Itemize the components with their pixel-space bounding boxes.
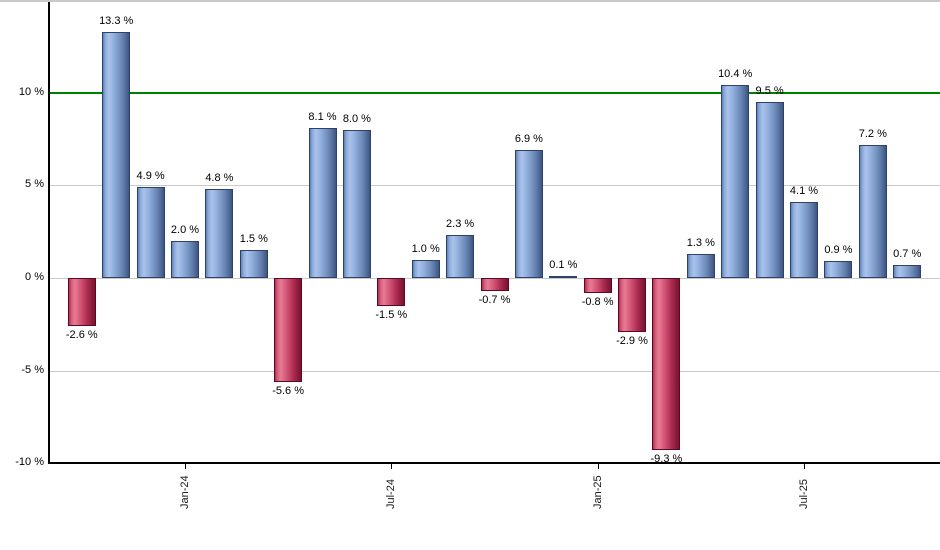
x-axis-tick: [391, 464, 392, 469]
bar-Nov-23: [102, 31, 131, 278]
bar-value-label-Dec-24: 0.1 %: [549, 259, 578, 271]
y-axis-tick-label: -5 %: [21, 363, 44, 376]
bar-value-label-Feb-25: -2.9 %: [616, 334, 648, 347]
bar-Jun-25: [755, 101, 784, 278]
bar-value-label-Jun-25: 9.5 %: [755, 84, 784, 97]
bar-Aug-25: [824, 261, 853, 278]
y-axis-line: [48, 2, 50, 464]
bar-value-label-Oct-25: 0.7 %: [893, 248, 922, 260]
bar-value-label-Aug-24: 1.0 %: [411, 242, 440, 255]
bar-value-label-Jan-24: 2.0 %: [170, 223, 200, 236]
bar-Apr-25: [686, 253, 715, 278]
bar-Dec-24: [549, 276, 578, 278]
reference-line-10pct: [48, 92, 940, 94]
gridline: [48, 371, 940, 372]
bar-value-label-Oct-24: -0.7 %: [478, 294, 511, 306]
bar-Oct-23: [67, 278, 96, 327]
bar-Nov-24: [514, 150, 543, 278]
x-axis-tick-label: Jul-24: [385, 479, 398, 509]
bar-value-label-Sep-24: 2.3 %: [446, 218, 475, 231]
bar-May-25: [721, 85, 750, 278]
x-axis-tick: [804, 464, 805, 469]
x-axis-tick: [598, 464, 599, 469]
x-axis-tick-label: Jan-24: [179, 475, 191, 509]
bar-Jan-24: [171, 240, 199, 278]
bar-Mar-24: [239, 250, 268, 278]
bar-Sep-25: [858, 144, 887, 278]
x-axis-line: [48, 462, 940, 464]
bar-Aug-24: [411, 259, 440, 278]
bar-value-label-Sep-25: 7.2 %: [858, 127, 887, 140]
bar-value-label-Mar-24: 1.5 %: [239, 233, 268, 246]
bar-value-label-Jun-24: 8.0 %: [342, 112, 371, 125]
bar-Feb-24: [205, 189, 234, 278]
y-axis-tick-label: 0 %: [25, 271, 44, 283]
bar-Mar-25: [652, 278, 681, 451]
bar-value-label-Jul-25: 4.1 %: [789, 185, 819, 197]
bar-value-label-Nov-23: 13.3 %: [99, 14, 134, 27]
bar-May-24: [308, 127, 337, 278]
bar-Oct-24: [480, 278, 509, 291]
y-axis-tick-label: 10 %: [18, 85, 44, 98]
bar-value-label-Dec-23: 4.9 %: [136, 170, 165, 183]
bar-value-label-Aug-25: 0.9 %: [824, 244, 853, 257]
bar-Jul-25: [790, 202, 818, 278]
y-axis-tick-label: -10 %: [15, 456, 44, 469]
bar-value-label-May-24: 8.1 %: [308, 110, 337, 123]
plot-top-border: [0, 0, 940, 2]
x-axis-tick-label: Jan-25: [591, 475, 604, 509]
bar-Dec-23: [136, 187, 165, 278]
bar-value-label-Apr-24: -5.6 %: [272, 384, 304, 397]
bar-value-label-Apr-25: 1.3 %: [686, 236, 715, 249]
bar-value-label-Jul-24: -1.5 %: [375, 308, 408, 321]
bar-Jun-24: [342, 129, 371, 278]
bar-value-label-Nov-24: 6.9 %: [514, 133, 543, 146]
bar-Jul-24: [377, 278, 406, 306]
bar-Sep-24: [446, 235, 475, 278]
bar-Apr-24: [274, 278, 303, 382]
bar-value-label-Feb-24: 4.8 %: [205, 172, 234, 184]
bar-Oct-25: [893, 265, 922, 278]
bar-value-label-May-25: 10.4 %: [718, 68, 753, 81]
y-axis-tick-label: 5 %: [25, 178, 44, 191]
x-axis-tick: [185, 464, 186, 469]
gridline: [48, 185, 940, 186]
bar-value-label-Oct-23: -2.6 %: [65, 329, 98, 342]
bar-value-label-Jan-25: -0.8 %: [581, 295, 614, 308]
bar-Jan-25: [583, 278, 612, 293]
x-axis-tick-label: Jul-25: [798, 479, 810, 509]
bar-Feb-25: [618, 278, 646, 332]
